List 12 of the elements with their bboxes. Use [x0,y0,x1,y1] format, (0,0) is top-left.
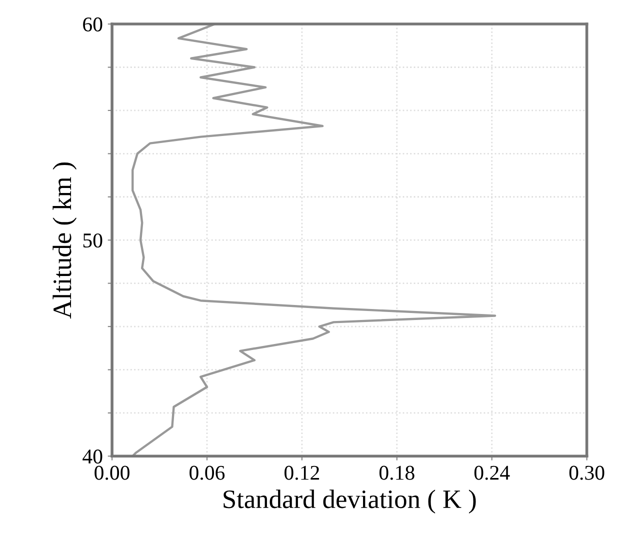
x-tick-label: 0.06 [190,466,225,480]
x-tick-label: 0.18 [379,466,414,480]
x-tick-label: 0.24 [474,466,510,480]
y-tick-label: 40 [82,450,102,464]
x-tick-label: 0.12 [284,466,320,480]
x-tick-label: 0.30 [569,466,604,480]
y-axis-title: Altitude ( km ) [52,162,77,319]
y-tick-label: 50 [83,233,102,248]
y-tick-label: 60 [83,17,102,32]
line-series [132,24,496,456]
x-axis-title: Standard deviation ( K ) [224,490,476,514]
x-tick-label: 0.00 [94,466,130,480]
